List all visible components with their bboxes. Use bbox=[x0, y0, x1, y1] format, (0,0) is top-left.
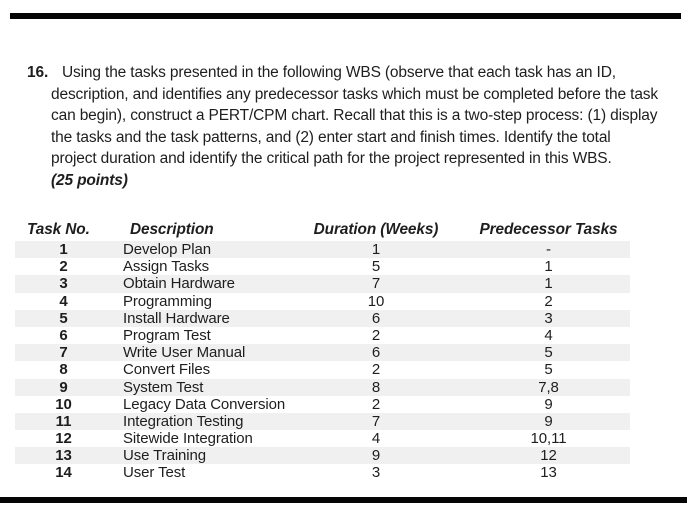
table-row: 8 Convert Files 2 5 bbox=[15, 361, 630, 378]
cell-duration: 7 bbox=[371, 275, 381, 293]
cell-duration: 9 bbox=[371, 447, 381, 465]
cell-description: Integration Testing bbox=[123, 412, 244, 430]
cell-description: User Test bbox=[123, 464, 186, 482]
cell-description: Obtain Hardware bbox=[123, 275, 235, 293]
cell-predecessors: 9 bbox=[544, 395, 553, 413]
cell-duration: 8 bbox=[371, 378, 381, 396]
cell-duration: 7 bbox=[371, 412, 381, 430]
table-row: 2 Assign Tasks 5 1 bbox=[15, 258, 630, 275]
cell-predecessors: - bbox=[546, 241, 551, 258]
cell-description: Program Test bbox=[123, 326, 211, 344]
cell-duration: 3 bbox=[371, 464, 381, 482]
cell-description: Convert Files bbox=[123, 361, 211, 379]
cell-task-no: 3 bbox=[59, 275, 68, 293]
cell-task-no: 10 bbox=[55, 395, 72, 413]
cell-duration: 2 bbox=[371, 326, 381, 344]
question-line: project duration and identify the critic… bbox=[51, 150, 612, 167]
cell-task-no: 4 bbox=[59, 292, 68, 310]
table-row: 12 Sitewide Integration 4 10,11 bbox=[15, 430, 630, 447]
table-row: 3 Obtain Hardware 7 1 bbox=[15, 275, 630, 293]
cell-duration: 6 bbox=[371, 309, 381, 327]
cell-duration: 5 bbox=[371, 258, 381, 276]
cell-description: System Test bbox=[123, 378, 204, 396]
table-row: 13 Use Training 9 12 bbox=[15, 447, 630, 465]
cell-predecessors: 4 bbox=[544, 326, 553, 344]
cell-task-no: 2 bbox=[59, 258, 68, 276]
cell-predecessors: 13 bbox=[540, 464, 557, 482]
table-row: 6 Program Test 2 4 bbox=[15, 327, 630, 344]
bottom-edge-scan-bar bbox=[0, 497, 687, 503]
cell-task-no: 9 bbox=[59, 378, 68, 396]
table-body: 1 Develop Plan 1-2 Assign Tasks 5 1 3 Obtain Ha… bbox=[15, 241, 630, 482]
cell-predecessors: 9 bbox=[544, 412, 553, 430]
cell-description: Legacy Data Conversion bbox=[123, 395, 286, 413]
cell-task-no: 14 bbox=[55, 464, 72, 482]
table-row: 10 Legacy Data Conversion 2 9 bbox=[15, 396, 630, 413]
cell-task-no: 7 bbox=[59, 344, 68, 362]
question-line: the tasks and the task patterns, and (2)… bbox=[51, 128, 611, 146]
cell-predecessors: 1 bbox=[544, 258, 553, 276]
table-row: 7 Write User Manual 6 5 bbox=[15, 344, 630, 362]
cell-predecessors: 5 bbox=[544, 344, 553, 362]
question-line: 16. Using the tasks presented in the foll… bbox=[27, 62, 658, 84]
header-description: Description bbox=[130, 221, 214, 238]
table-row: 5 Install Hardware 6 3 bbox=[15, 309, 630, 327]
table-header-row: Task No. Description Duration (Weeks) Pr… bbox=[15, 221, 630, 241]
cell-description: Write User Manual bbox=[123, 344, 246, 362]
cell-task-no: 6 bbox=[59, 326, 68, 344]
cell-duration: 4 bbox=[371, 430, 381, 448]
cell-description: Assign Tasks bbox=[123, 258, 210, 276]
question-block: 16. Using the tasks presented in the foll… bbox=[27, 62, 658, 191]
table-row: 11 Integration Testing 7 9 bbox=[15, 412, 630, 431]
cell-predecessors: 12 bbox=[540, 447, 557, 465]
cell-predecessors: 7,8 bbox=[538, 378, 559, 396]
question-text: Using the tasks presented in the followi… bbox=[62, 64, 616, 81]
table-row: 14 User Test 3 13 bbox=[15, 464, 630, 481]
header-predecessors: Predecessor Tasks bbox=[479, 221, 618, 238]
cell-predecessors: 2 bbox=[544, 292, 553, 310]
cell-description: Install Hardware bbox=[123, 309, 230, 327]
cell-duration: 10 bbox=[367, 292, 385, 310]
cell-task-no: 11 bbox=[55, 412, 72, 430]
question-line: can begin), construct a PERT/CPM chart. … bbox=[51, 107, 658, 124]
cell-task-no: 13 bbox=[55, 447, 72, 465]
cell-duration: 2 bbox=[371, 395, 381, 413]
cell-task-no: 12 bbox=[55, 430, 72, 448]
header-task-no: Task No. bbox=[27, 221, 90, 238]
cell-task-no: 8 bbox=[59, 361, 68, 379]
cell-duration: 2 bbox=[371, 361, 381, 379]
table-row: 1 Develop Plan 1 - bbox=[15, 241, 630, 259]
table-row: 9 System Test 8 7,8 bbox=[15, 378, 630, 396]
cell-predecessors: 3 bbox=[544, 309, 553, 327]
question-number: 16. bbox=[27, 64, 49, 81]
cell-predecessors: 1 bbox=[544, 275, 553, 293]
cell-description: Develop Plan bbox=[123, 241, 212, 258]
cell-description: Use Training bbox=[123, 447, 207, 465]
top-edge-scan-bar bbox=[10, 13, 681, 19]
points-label: (25 points) bbox=[51, 171, 128, 189]
cell-task-no: 5 bbox=[59, 309, 68, 327]
question-line: description, and identifies any predeces… bbox=[51, 85, 658, 103]
cell-description: Sitewide Integration bbox=[123, 430, 253, 448]
cell-task-no: 1 bbox=[59, 241, 68, 258]
cell-predecessors: 5 bbox=[544, 361, 553, 379]
header-duration: Duration (Weeks) bbox=[313, 221, 439, 238]
cell-predecessors: 10,11 bbox=[530, 430, 567, 448]
wbs-task-table: Task No. Description Duration (Weeks) Pr… bbox=[15, 221, 630, 482]
table-row: 4 Programming 10 2 bbox=[15, 293, 630, 310]
cell-duration: 1 bbox=[371, 241, 381, 258]
cell-duration: 6 bbox=[371, 344, 381, 362]
cell-description: Programming bbox=[123, 292, 212, 310]
